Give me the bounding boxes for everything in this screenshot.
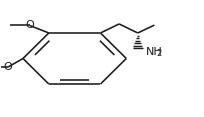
Text: O: O [3,62,12,72]
Text: NH: NH [146,47,163,57]
Text: O: O [25,20,34,30]
Text: 2: 2 [157,49,162,58]
